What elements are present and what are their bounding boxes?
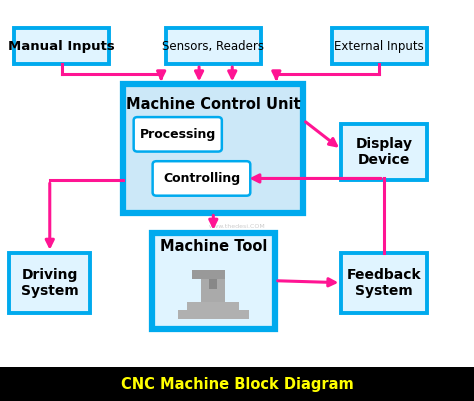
Text: Machine Tool: Machine Tool: [160, 239, 267, 254]
FancyBboxPatch shape: [14, 28, 109, 64]
FancyBboxPatch shape: [9, 253, 90, 313]
FancyBboxPatch shape: [153, 161, 250, 196]
Text: Manual Inputs: Manual Inputs: [8, 40, 115, 53]
Text: Controlling: Controlling: [163, 172, 240, 185]
FancyBboxPatch shape: [209, 279, 217, 289]
FancyBboxPatch shape: [166, 28, 261, 64]
FancyBboxPatch shape: [201, 276, 225, 302]
Text: Processing: Processing: [140, 128, 216, 141]
Text: Display
Device: Display Device: [356, 137, 412, 168]
FancyBboxPatch shape: [134, 117, 222, 152]
Text: Machine Control Unit: Machine Control Unit: [126, 97, 301, 112]
FancyBboxPatch shape: [0, 367, 474, 401]
Text: Driving
System: Driving System: [21, 267, 79, 298]
Text: www.thedesi.COM: www.thedesi.COM: [209, 224, 265, 229]
Text: Feedback
System: Feedback System: [346, 267, 421, 298]
Text: CNC Machine Block Diagram: CNC Machine Block Diagram: [120, 377, 354, 392]
FancyBboxPatch shape: [187, 302, 239, 310]
Text: Sensors, Readers: Sensors, Readers: [162, 40, 264, 53]
FancyBboxPatch shape: [341, 253, 427, 313]
FancyBboxPatch shape: [123, 84, 303, 213]
Text: External Inputs: External Inputs: [334, 40, 424, 53]
FancyBboxPatch shape: [192, 270, 225, 279]
FancyBboxPatch shape: [341, 124, 427, 180]
FancyBboxPatch shape: [152, 233, 275, 329]
FancyBboxPatch shape: [178, 310, 249, 319]
FancyBboxPatch shape: [332, 28, 427, 64]
